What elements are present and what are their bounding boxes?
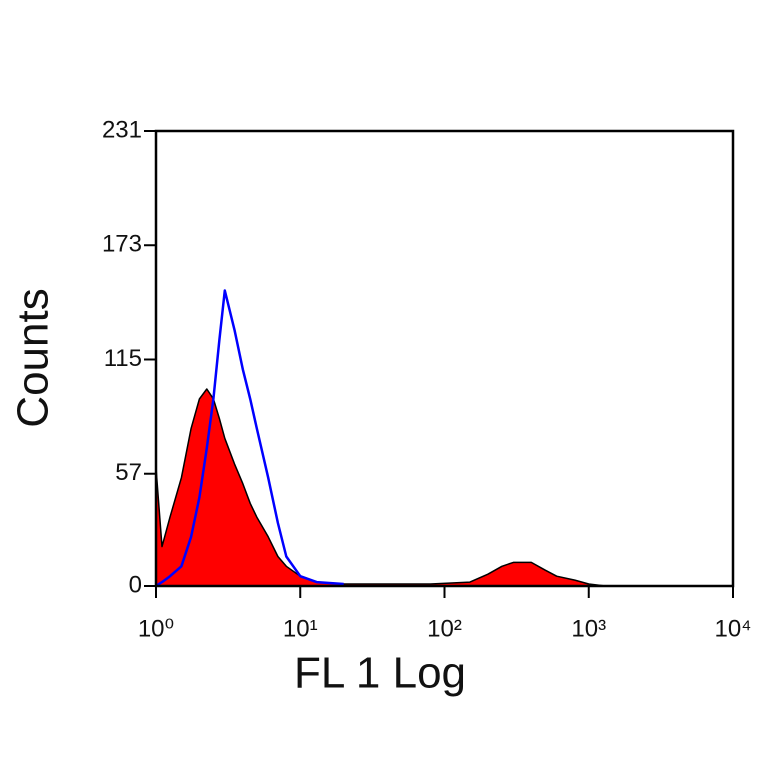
y-tick-label: 0 — [129, 571, 142, 598]
area — [155, 388, 606, 587]
x-tick-label: 10² — [427, 615, 462, 642]
y-tick-label: 173 — [102, 231, 142, 258]
x-tick-label: 10⁰ — [138, 615, 174, 642]
x-tick-label: 10⁴ — [714, 615, 751, 642]
y-tick-label: 57 — [115, 459, 142, 486]
x-axis-label: FL 1 Log — [294, 649, 466, 698]
line — [155, 289, 344, 588]
y-axis-label: Counts — [9, 288, 58, 427]
x-tick-label: 10³ — [571, 615, 606, 642]
y-tick-label: 231 — [102, 116, 142, 143]
plot-frame — [154, 129, 735, 588]
y-tick-label: 115 — [104, 345, 142, 372]
x-tick-label: 10¹ — [283, 615, 318, 642]
